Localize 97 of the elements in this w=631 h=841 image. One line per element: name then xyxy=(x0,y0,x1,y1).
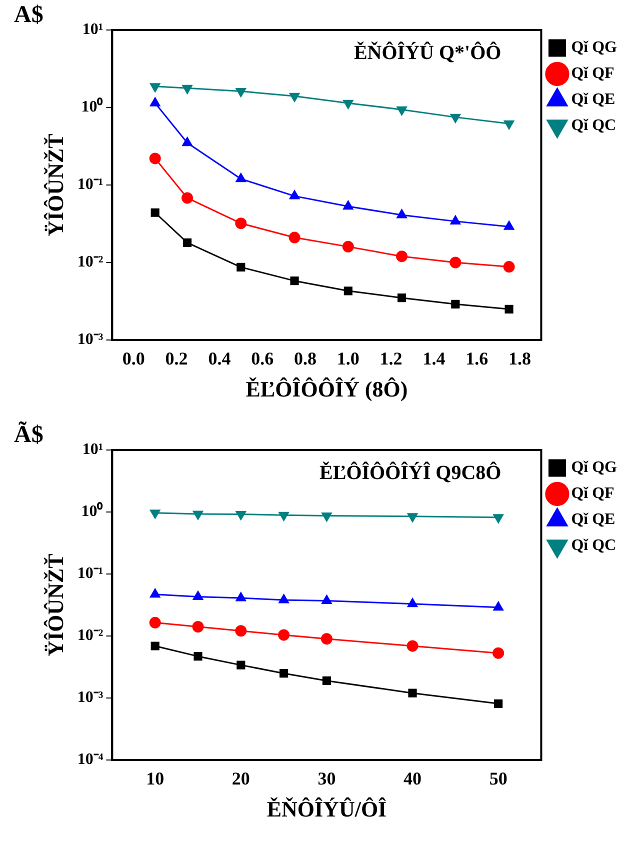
y-tick-label: 10⁰ xyxy=(81,502,104,520)
point xyxy=(150,588,160,598)
point xyxy=(150,208,160,217)
point xyxy=(504,304,514,314)
point xyxy=(278,629,290,641)
point xyxy=(289,92,300,102)
y-tick-label: 10⁻¹ xyxy=(77,176,104,194)
point xyxy=(451,300,460,308)
x-tick-label: 30 xyxy=(318,768,336,788)
legend-label: Qǐ QE xyxy=(571,91,616,108)
text: A$ xyxy=(14,2,44,28)
point xyxy=(408,688,417,698)
x-tick-label: 1.4 xyxy=(422,348,446,368)
point xyxy=(504,220,514,230)
point xyxy=(398,294,406,302)
point xyxy=(236,510,246,520)
y-tick-label: 10¹ xyxy=(82,21,104,38)
x-tick-label: 1.0 xyxy=(336,348,360,368)
x-tick-label: 0.4 xyxy=(208,348,231,368)
point xyxy=(322,595,332,604)
x-axis-title: ĚĽÔÎÔÔÎÝ (8Ô) xyxy=(246,376,408,402)
y-tick-label: 10⁻² xyxy=(77,254,104,271)
point xyxy=(407,513,418,522)
point xyxy=(289,190,300,200)
x-tick-label: 50 xyxy=(489,768,508,788)
legend-label: Qǐ QF xyxy=(571,65,615,82)
y-tick-label: 10⁻² xyxy=(77,627,104,644)
y-tick-label: 10¹ xyxy=(82,441,104,458)
point xyxy=(493,602,504,611)
point xyxy=(280,669,288,678)
y-axis-title: ŸÎÔÛŇŽŤ xyxy=(42,553,68,656)
point xyxy=(406,640,418,652)
legend-label: Qǐ QG xyxy=(571,39,618,56)
point xyxy=(396,209,407,218)
point xyxy=(235,218,247,230)
point xyxy=(494,699,503,708)
point xyxy=(450,256,462,268)
y-tick-label: 10⁻³ xyxy=(77,331,104,348)
x-tick-label: 0.0 xyxy=(122,348,145,368)
y-axis-title: ŸÎÔÛŇŽŤ xyxy=(42,133,68,236)
point xyxy=(149,152,161,164)
point xyxy=(182,192,194,204)
point xyxy=(235,625,247,637)
point xyxy=(322,676,331,686)
point xyxy=(290,276,299,286)
point xyxy=(320,633,332,645)
point xyxy=(450,114,460,123)
point xyxy=(396,250,408,262)
point xyxy=(396,106,407,116)
point xyxy=(149,616,161,628)
point xyxy=(342,240,354,252)
text: Ã$ xyxy=(14,421,44,448)
point xyxy=(194,652,202,661)
legend-label: Qǐ QG xyxy=(571,459,618,476)
point xyxy=(288,232,300,244)
point xyxy=(278,512,289,521)
point xyxy=(343,100,354,109)
point xyxy=(236,88,246,98)
point xyxy=(236,660,246,670)
x-tick-label: 0.8 xyxy=(294,348,317,368)
y-tick-label: 10⁰ xyxy=(81,98,104,116)
x-tick-label: 1.6 xyxy=(466,348,488,368)
x-tick-label: 1.8 xyxy=(508,348,532,368)
point xyxy=(407,598,418,608)
legend-label: Qǐ QE xyxy=(571,511,616,528)
x-tick-label: 20 xyxy=(232,768,250,788)
point xyxy=(236,262,246,272)
point xyxy=(343,200,354,210)
x-tick-label: 0.6 xyxy=(251,348,274,368)
point xyxy=(182,238,192,247)
x-tick-label: 0.2 xyxy=(165,348,188,368)
y-tick-label: 10⁻³ xyxy=(77,689,104,706)
x-axis-title: ĚŇÔÎÝÛ/ÔÎ xyxy=(266,796,387,822)
point xyxy=(450,216,460,225)
legend-label: Qǐ QC xyxy=(571,117,616,134)
point xyxy=(150,510,160,519)
point xyxy=(503,261,515,273)
x-tick-label: 40 xyxy=(404,768,422,788)
y-tick-label: 10⁻¹ xyxy=(77,565,104,582)
x-tick-label: 1.2 xyxy=(380,348,402,368)
point xyxy=(493,514,504,524)
point xyxy=(492,647,504,659)
x-tick-label: 10 xyxy=(146,768,164,788)
point xyxy=(192,621,204,632)
point xyxy=(504,120,514,130)
point xyxy=(322,512,332,522)
point xyxy=(344,286,352,296)
annotation: ĚĽÔÎÔÔÎÝÎ Q9C8Ô xyxy=(320,461,502,484)
point xyxy=(182,84,192,94)
legend-label: Qǐ QF xyxy=(571,485,615,502)
annotation: ĚŇÔÎÝÛ Q*'ÔÔ xyxy=(354,41,502,64)
point xyxy=(150,642,160,650)
point xyxy=(192,510,204,520)
point xyxy=(150,83,160,92)
point xyxy=(236,173,246,182)
legend-label: Qǐ QC xyxy=(571,537,616,554)
y-tick-label: 10⁻⁴ xyxy=(77,751,104,768)
